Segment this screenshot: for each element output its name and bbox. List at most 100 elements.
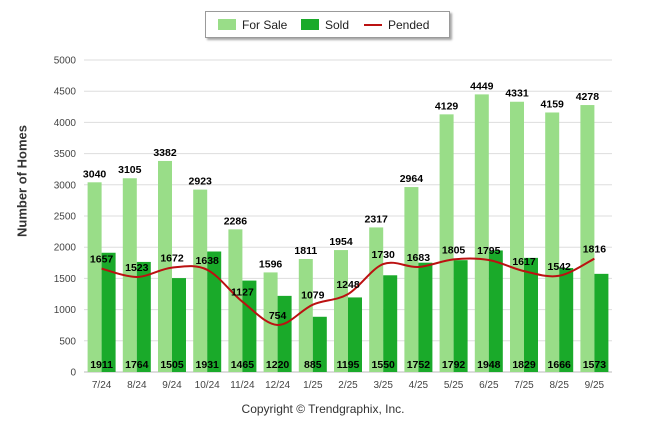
bar-sold: [136, 261, 151, 372]
data-label-sold: 885: [304, 359, 322, 371]
bar-sold: [101, 252, 116, 372]
data-label-pended: 1795: [477, 245, 501, 257]
data-label-pended: 1672: [160, 253, 184, 265]
data-label-sold: 1220: [266, 359, 290, 371]
bar-for-sale: [193, 189, 208, 372]
data-label-for-sale: 3382: [153, 147, 177, 159]
data-label-sold: 1931: [196, 359, 220, 371]
x-tick-label: 7/24: [92, 380, 112, 391]
bar-for-sale: [474, 94, 489, 373]
y-tick-label: 0: [70, 368, 76, 379]
data-label-sold: 1550: [372, 359, 396, 371]
data-label-sold: 1465: [231, 359, 255, 371]
data-label-sold: 1948: [477, 359, 501, 371]
bars: [87, 94, 609, 373]
bar-for-sale: [369, 227, 384, 372]
data-labels: 3040 1911 3105 1764 3382 1505 2923 1931 2286 1465…: [83, 80, 606, 371]
x-tick-label: 1/25: [303, 380, 323, 391]
bar-for-sale: [404, 187, 419, 372]
y-tick-label: 4500: [54, 87, 77, 98]
x-tick-label: 6/25: [479, 380, 499, 391]
data-label-for-sale: 4449: [470, 80, 494, 92]
x-tick-label: 9/25: [585, 380, 605, 391]
x-tick-label: 2/25: [338, 380, 358, 391]
data-label-sold: 1195: [337, 359, 360, 371]
data-label-for-sale: 1811: [294, 245, 317, 257]
y-tick-label: 2500: [54, 212, 77, 223]
data-label-pended: 1617: [512, 256, 536, 268]
data-label-sold: 1505: [160, 359, 184, 371]
pended-series-line: [101, 257, 595, 326]
data-label-for-sale: 1596: [259, 258, 283, 270]
data-label-pended: 1816: [583, 244, 607, 256]
legend: For Sale Sold Pended: [205, 11, 450, 38]
y-tick-label: 1500: [54, 274, 77, 285]
y-tick-label: 5000: [54, 56, 77, 67]
data-label-sold: 1573: [583, 359, 607, 371]
y-tick-label: 2000: [54, 243, 77, 254]
legend-label-sold: Sold: [325, 18, 350, 32]
bar-sold: [594, 273, 609, 372]
data-label-pended: 1730: [372, 249, 396, 261]
data-label-pended: 1805: [442, 244, 466, 256]
legend-swatch-for-sale: [218, 19, 236, 30]
x-tick-label: 5/25: [444, 380, 464, 391]
data-label-pended: 1542: [548, 261, 572, 273]
data-label-sold: 1792: [442, 359, 466, 371]
legend-label-for-sale: For Sale: [242, 18, 288, 32]
data-label-for-sale: 3040: [83, 168, 107, 180]
data-label-for-sale: 1954: [329, 236, 353, 248]
copyright-credit: Copyright © Trendgraphix, Inc.: [241, 402, 405, 416]
legend-label-pended: Pended: [388, 18, 430, 32]
legend-swatch-sold: [301, 19, 319, 30]
bar-for-sale: [510, 101, 524, 372]
x-tick-label: 11/24: [230, 380, 255, 391]
data-label-for-sale: 2964: [400, 173, 424, 185]
legend-item-for-sale[interactable]: For Sale: [218, 18, 287, 32]
data-label-pended: 1638: [196, 255, 220, 267]
data-label-pended: 1523: [125, 262, 149, 274]
x-tick-label: 8/24: [127, 380, 147, 391]
y-tick-label: 500: [59, 336, 76, 347]
data-label-for-sale: 2286: [224, 215, 248, 227]
bar-for-sale: [298, 258, 313, 372]
bar-for-sale: [545, 112, 560, 373]
data-label-for-sale: 4129: [435, 100, 459, 112]
x-tick-label: 3/25: [373, 380, 393, 391]
data-label-pended: 1127: [231, 287, 254, 299]
bar-sold: [524, 257, 538, 372]
bar-sold: [277, 295, 292, 372]
bar-sold: [559, 268, 574, 372]
bar-for-sale: [334, 250, 348, 372]
data-label-for-sale: 4331: [505, 88, 529, 100]
data-label-sold: 1911: [90, 359, 113, 371]
data-label-pended: 1683: [407, 252, 431, 264]
x-tick-label: 4/25: [409, 380, 429, 391]
data-label-for-sale: 4278: [576, 91, 600, 103]
y-tick-label: 4000: [54, 118, 77, 129]
data-label-pended: 1079: [301, 290, 325, 302]
data-label-pended: 1248: [336, 279, 360, 291]
bar-for-sale: [228, 229, 243, 372]
y-axis-label: Number of Homes: [14, 125, 30, 237]
data-label-pended: 754: [269, 310, 287, 322]
bar-sold: [172, 278, 186, 372]
legend-item-sold[interactable]: Sold: [301, 18, 349, 32]
bar-sold: [453, 260, 468, 372]
bar-sold: [383, 275, 398, 372]
bar-sold: [207, 251, 222, 372]
legend-swatch-pended: [364, 24, 382, 26]
data-label-for-sale: 3105: [118, 164, 142, 176]
bar-for-sale: [87, 182, 102, 372]
legend-item-pended[interactable]: Pended: [364, 18, 429, 32]
data-label-for-sale: 2317: [365, 213, 389, 225]
data-label-for-sale: 4159: [541, 98, 565, 110]
bar-for-sale: [580, 105, 595, 373]
bar-for-sale: [158, 160, 172, 372]
y-axis-ticks: 0 500 1000 1500 2000 2500 3000 3500 4000 4500 5000: [54, 56, 77, 379]
y-tick-label: 1000: [54, 305, 77, 316]
data-label-sold: 1752: [407, 359, 431, 371]
y-tick-label: 3000: [54, 180, 77, 191]
bar-sold: [312, 316, 327, 372]
